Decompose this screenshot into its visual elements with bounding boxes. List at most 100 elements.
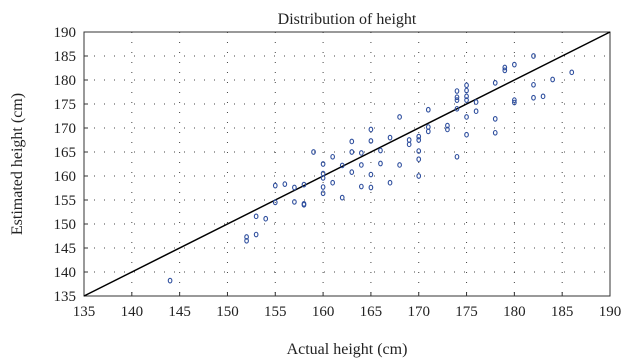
data-point: [397, 162, 402, 168]
data-point: [512, 61, 517, 68]
plot-frame: [83, 31, 611, 297]
data-point: [339, 194, 345, 201]
data-point: [272, 182, 278, 189]
data-point: [416, 137, 422, 143]
data-point: [416, 156, 422, 163]
data-point: [492, 116, 498, 122]
x-tick-label: 140: [121, 304, 144, 320]
x-tick-label: 180: [503, 304, 526, 320]
x-tick-label: 185: [551, 304, 574, 320]
data-point: [512, 99, 517, 106]
data-point: [263, 215, 269, 222]
data-point: [292, 184, 297, 191]
data-point: [244, 237, 249, 244]
x-tick-label: 155: [264, 304, 287, 320]
data-point: [464, 82, 469, 89]
data-point: [320, 190, 326, 197]
data-point: [387, 179, 393, 186]
data-point: [244, 234, 249, 240]
data-point: [445, 122, 450, 129]
data-point: [282, 181, 288, 188]
reference-line: [83, 31, 611, 297]
data-point: [301, 181, 307, 188]
data-point: [368, 171, 374, 178]
data-point: [253, 213, 259, 220]
x-tick-label: 170: [407, 304, 430, 320]
data-point: [531, 81, 536, 88]
data-point: [349, 138, 355, 145]
x-tick-label: 165: [360, 304, 383, 320]
data-point: [502, 64, 508, 71]
data-point: [339, 162, 345, 169]
data-point: [358, 183, 364, 190]
data-point: [330, 179, 336, 186]
x-tick-label: 150: [216, 304, 239, 320]
data-point: [167, 277, 173, 284]
data-point: [464, 114, 469, 120]
data-point: [358, 150, 364, 156]
data-point: [464, 87, 469, 94]
data-point: [502, 67, 508, 74]
data-point: [512, 97, 517, 104]
data-point: [397, 114, 402, 120]
data-point: [320, 175, 326, 181]
data-point: [473, 99, 479, 105]
data-point: [454, 88, 460, 94]
data-point: [406, 137, 412, 143]
data-point: [454, 97, 460, 104]
data-point: [330, 153, 336, 160]
data-point: [540, 93, 546, 100]
y-tick-label: 155: [54, 193, 77, 209]
data-point: [550, 76, 555, 83]
data-point: [320, 184, 326, 190]
data-points: [167, 53, 575, 284]
data-point: [368, 138, 374, 144]
y-axis-title: Estimated height (cm): [9, 93, 26, 235]
data-point: [464, 131, 469, 138]
data-point: [531, 94, 536, 101]
data-point: [368, 184, 374, 191]
data-point: [349, 149, 355, 155]
data-point: [416, 148, 422, 154]
data-point: [454, 105, 460, 112]
grid: [84, 32, 610, 296]
data-point: [425, 106, 431, 113]
data-point: [320, 161, 326, 167]
y-tick-label: 165: [54, 145, 77, 161]
data-point: [253, 231, 259, 238]
data-point: [349, 169, 355, 176]
data-point: [292, 199, 297, 205]
x-tick-label: 135: [73, 304, 96, 320]
x-tick-label: 175: [455, 304, 478, 320]
axis-ticks: 135 140 145 150 155 160 165 170 175 180 185 190 135 1…: [54, 25, 622, 320]
data-point: [492, 80, 498, 86]
data-point: [368, 126, 374, 133]
data-point: [473, 108, 479, 115]
data-point: [569, 69, 575, 76]
data-point: [416, 133, 422, 140]
data-point: [464, 93, 469, 100]
y-tick-label: 135: [54, 289, 77, 305]
y-tick-label: 145: [54, 241, 77, 257]
data-point: [464, 97, 469, 104]
chart-title: Distribution of height: [278, 11, 417, 28]
data-point: [301, 201, 307, 208]
x-tick-label: 145: [168, 304, 191, 320]
y-tick-label: 170: [54, 121, 77, 137]
y-tick-label: 160: [54, 169, 77, 185]
data-point: [445, 126, 450, 133]
data-point: [358, 162, 364, 168]
data-point: [272, 199, 278, 206]
data-point: [492, 129, 498, 136]
data-point: [425, 128, 431, 135]
y-tick-label: 175: [54, 97, 77, 113]
data-point: [416, 173, 422, 179]
y-tick-label: 150: [54, 217, 77, 233]
data-point: [311, 149, 316, 155]
y-tick-label: 140: [54, 265, 77, 281]
data-point: [454, 153, 460, 160]
data-point: [387, 134, 393, 141]
data-point: [454, 94, 460, 101]
data-point: [378, 147, 383, 154]
